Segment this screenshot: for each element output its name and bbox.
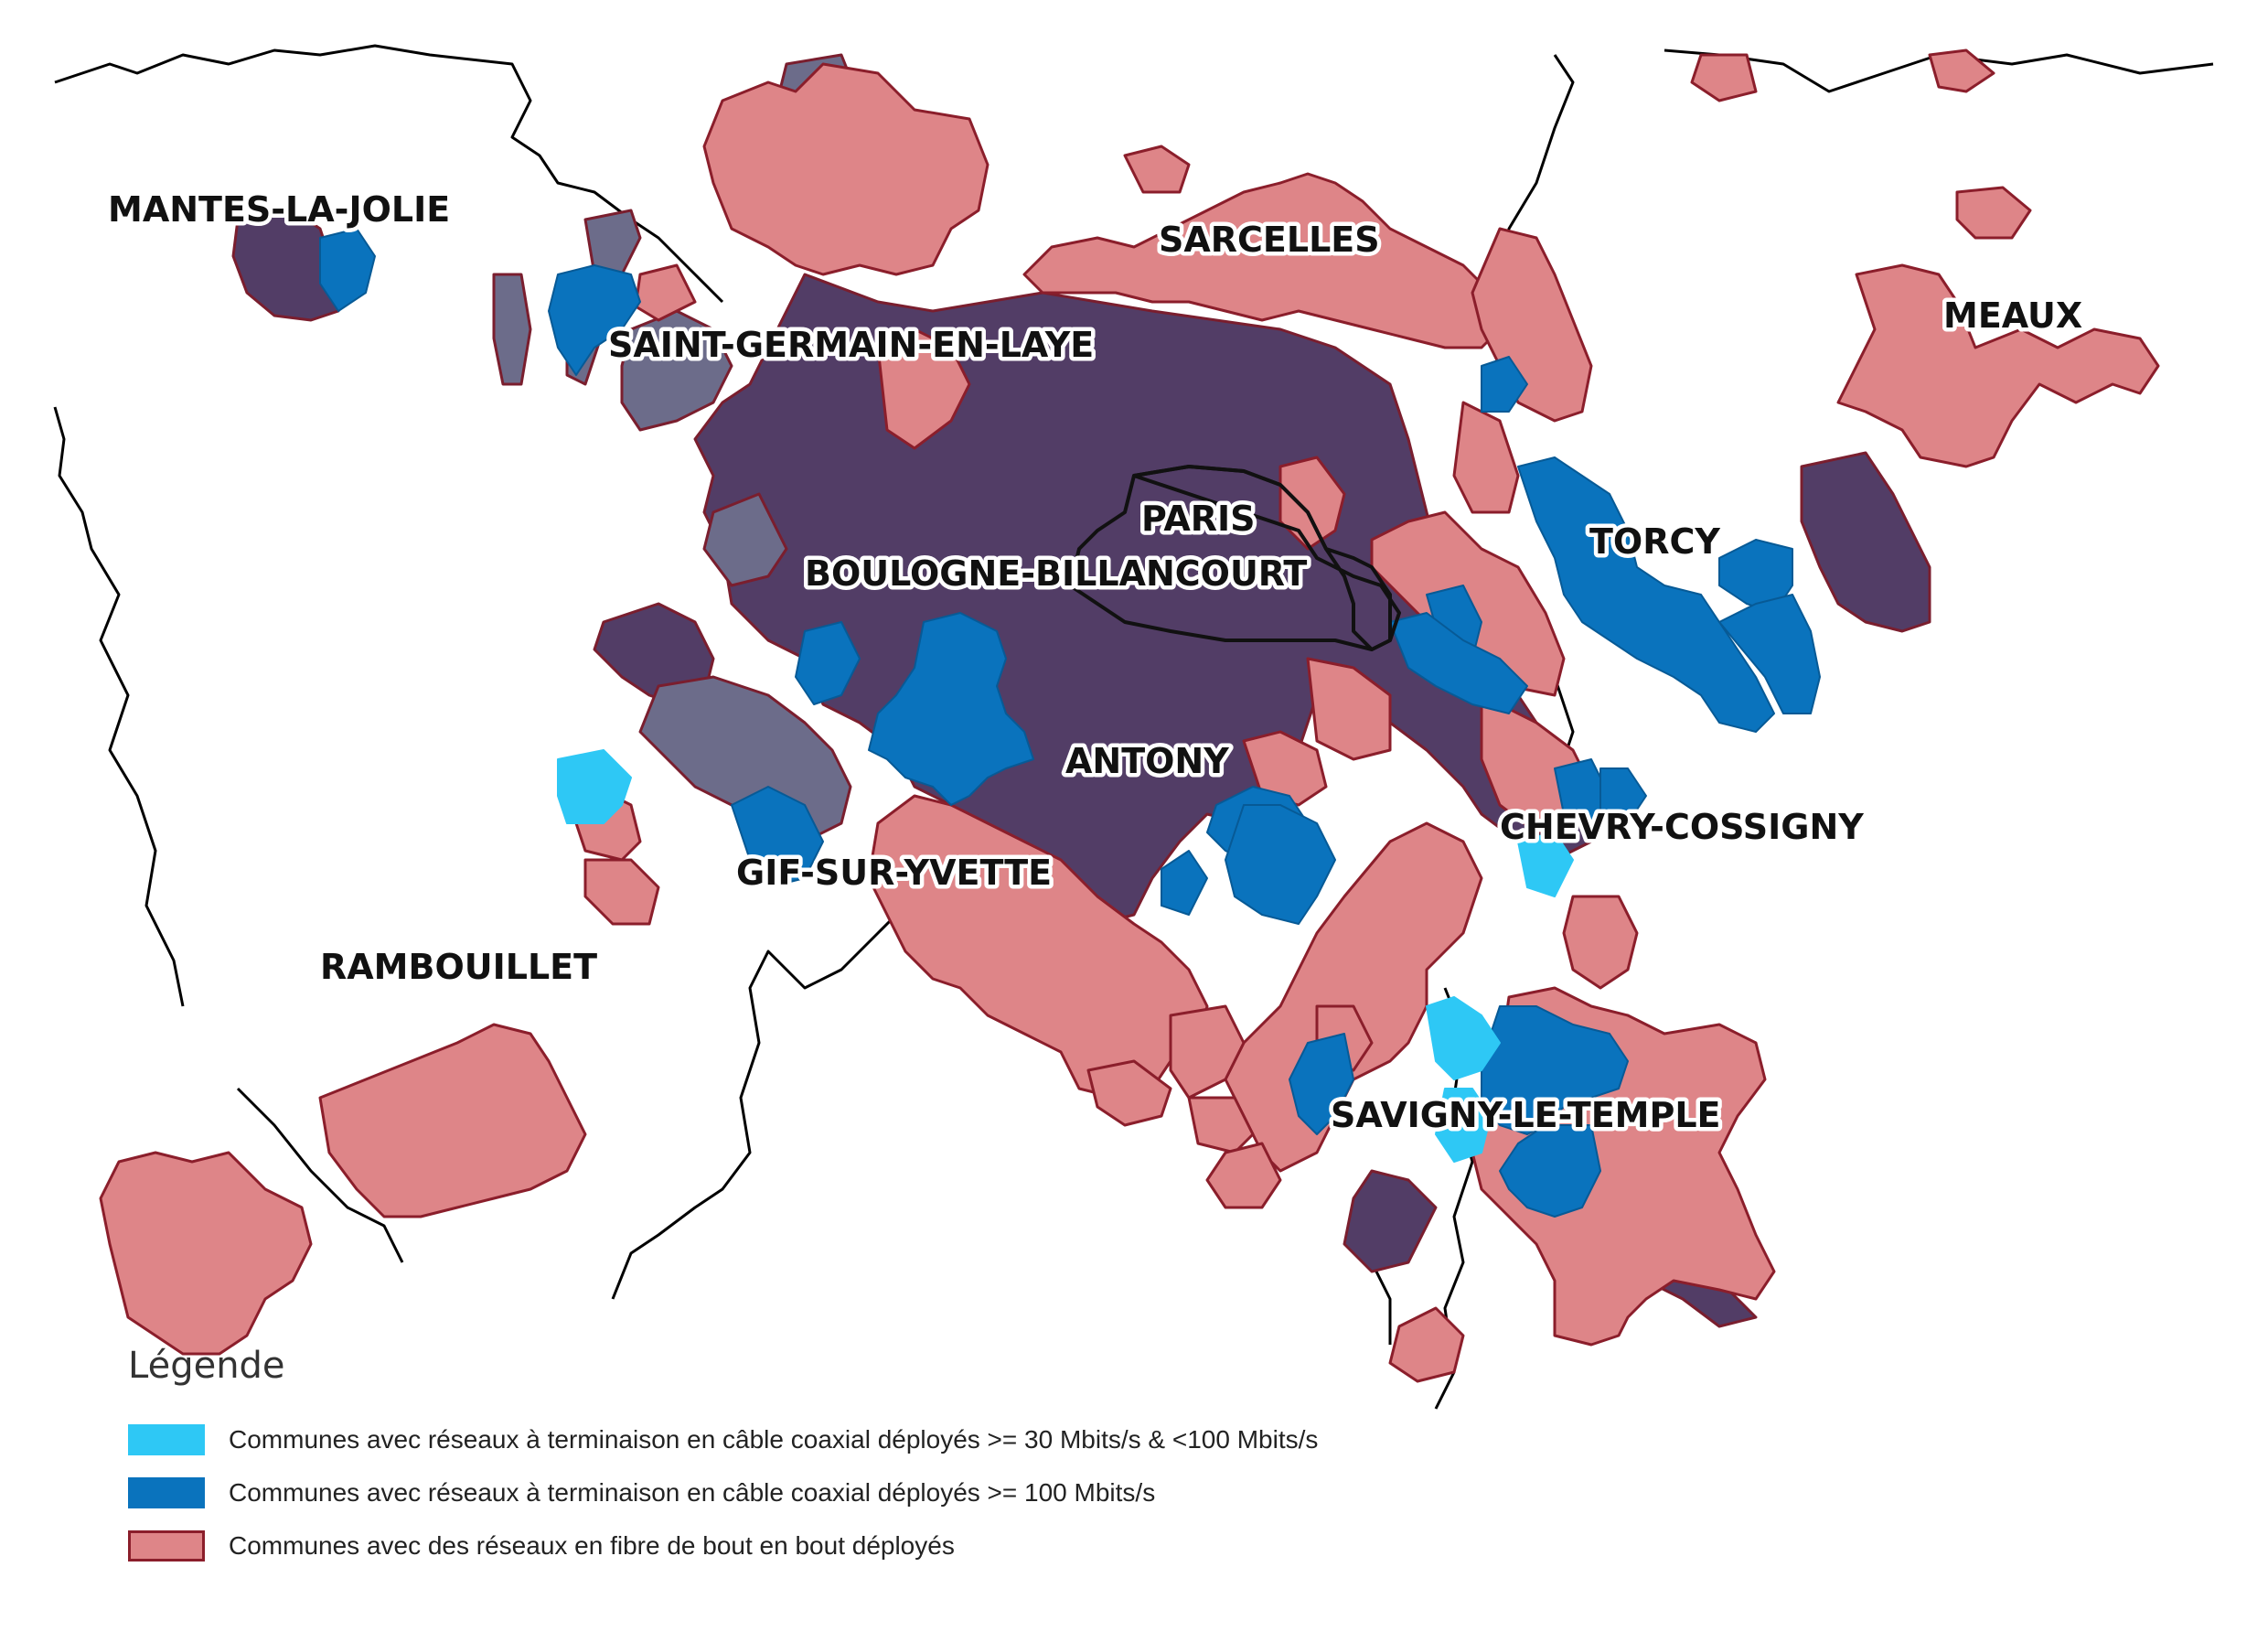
legend-item-coax-100: Communes avec réseaux à terminaison en c…: [128, 1475, 1500, 1511]
legend-item-coax-30-100: Communes avec réseaux à terminaison en c…: [128, 1422, 1500, 1458]
legend-swatch-fibre: [128, 1530, 205, 1562]
city-label-sarcelles: SARCELLES: [1159, 220, 1380, 260]
legend-swatch-coax-100: [128, 1477, 205, 1508]
coax-100-communes: [319, 228, 1821, 1218]
legend-swatch-coax-30-100: [128, 1424, 205, 1455]
city-label-antony: ANTONY: [1065, 741, 1229, 781]
legend-label-coax-100: Communes avec réseaux à terminaison en c…: [229, 1478, 1156, 1507]
city-label-gif-sur-yvette: GIF-SUR-YVETTE: [736, 853, 1052, 893]
city-label-meaux: MEAUX: [1943, 295, 2082, 336]
paris-outline: [1068, 465, 1401, 651]
city-label-rambouillet: RAMBOUILLET: [320, 947, 597, 987]
coax-30-100-communes: [557, 749, 1574, 1163]
city-label-torcy: TORCY: [1589, 521, 1720, 562]
city-label-savigny-le-temple: SAVIGNY-LE-TEMPLE: [1331, 1095, 1721, 1135]
legend-label-fibre: Communes avec des réseaux en fibre de bo…: [229, 1531, 955, 1560]
city-label-saint-germain-en-laye: SAINT-GERMAIN-EN-LAYE: [608, 325, 1094, 365]
legend-title: Légende: [128, 1345, 285, 1387]
city-label-boulogne-billancourt: BOULOGNE-BILLANCOURT: [805, 553, 1307, 594]
legend: Légende Communes avec réseaux à terminai…: [128, 1345, 1500, 1581]
city-label-paris: PARIS: [1141, 499, 1256, 539]
city-labels: MANTES-LA-JOLIE SARCELLES MEAUX SAINT-GE…: [104, 186, 2087, 1140]
legend-item-fibre: Communes avec des réseaux en fibre de bo…: [128, 1528, 1500, 1564]
city-label-mantes-la-jolie: MANTES-LA-JOLIE: [108, 189, 450, 230]
legend-label-coax-30-100: Communes avec réseaux à terminaison en c…: [229, 1425, 1319, 1454]
city-label-chevry-cossigny: CHEVRY-COSSIGNY: [1500, 807, 1864, 847]
